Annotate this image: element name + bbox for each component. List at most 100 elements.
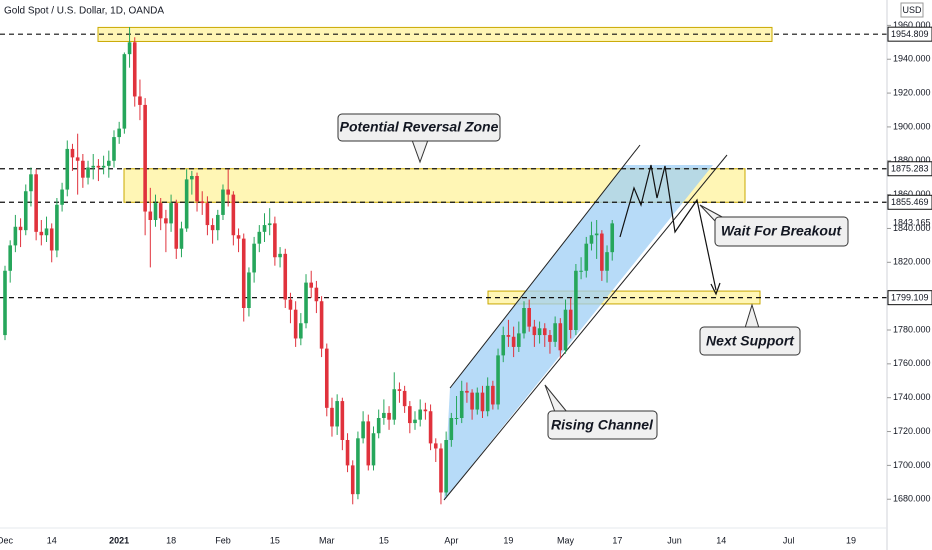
candle-body bbox=[205, 203, 210, 226]
annotation: Rising Channel bbox=[551, 417, 654, 433]
x-tick-label: Jul bbox=[783, 535, 795, 545]
x-tick-label: 2021 bbox=[109, 535, 129, 545]
callout-pointer bbox=[411, 139, 429, 164]
price-tag-label: 1875.283 bbox=[891, 164, 929, 174]
currency-box bbox=[900, 2, 924, 18]
price-tag bbox=[887, 290, 932, 306]
callout-pointer bbox=[544, 384, 568, 413]
candle-body bbox=[257, 231, 262, 244]
candle-body bbox=[200, 201, 205, 204]
candle-body bbox=[138, 96, 142, 105]
y-tick-label: 1700.000 bbox=[893, 460, 931, 470]
axes: 1680.000 1700.000 1720.000 1740.000 1760.000… bbox=[0, 20, 932, 545]
y-tick-label: 1940.000 bbox=[893, 54, 931, 64]
candle-body bbox=[517, 333, 521, 347]
candle-body bbox=[127, 42, 132, 55]
candle-body bbox=[594, 233, 599, 236]
candle-body bbox=[418, 409, 422, 420]
candle-body bbox=[81, 160, 85, 178]
candle-body bbox=[413, 419, 417, 424]
candle-body bbox=[195, 176, 199, 202]
candle-body bbox=[278, 253, 282, 258]
x-tick-label: Jun bbox=[667, 535, 682, 545]
candle-body bbox=[454, 418, 459, 419]
candle-body bbox=[158, 203, 163, 219]
callout: Rising Channel bbox=[544, 384, 658, 440]
callout: Potential Reversal Zone bbox=[337, 113, 501, 164]
candle-body bbox=[55, 204, 59, 251]
candle-body bbox=[356, 438, 360, 495]
candle-body bbox=[117, 128, 121, 138]
callout: Wait For Breakout bbox=[699, 204, 849, 247]
candle-body bbox=[605, 252, 609, 271]
annotation: Potential Reversal Zone bbox=[340, 119, 499, 135]
candle-body bbox=[273, 223, 277, 258]
x-tick-label: 14 bbox=[716, 535, 726, 545]
candle-body bbox=[60, 189, 64, 205]
candle-body bbox=[387, 412, 391, 420]
y-tick-label: 1740.000 bbox=[893, 392, 931, 402]
price-tag-label: 1799.109 bbox=[891, 293, 929, 303]
candle-body bbox=[402, 390, 407, 407]
y-tick-label: 1820.000 bbox=[893, 257, 931, 267]
x-tick-label: 19 bbox=[846, 535, 856, 545]
candle-body bbox=[579, 270, 583, 272]
candle-body bbox=[23, 191, 28, 231]
candle-body bbox=[215, 214, 220, 231]
candle-body bbox=[439, 448, 443, 493]
candle-body bbox=[231, 194, 236, 236]
candle-body bbox=[288, 299, 293, 310]
x-tick-label: Dec bbox=[0, 535, 13, 545]
price-tag bbox=[887, 194, 932, 210]
candle-body bbox=[143, 104, 147, 212]
channel-upper-line bbox=[449, 144, 641, 389]
y-tick-label: 1860.000 bbox=[893, 189, 931, 199]
currency: USD bbox=[902, 5, 922, 15]
candle-body bbox=[122, 54, 127, 129]
candle-body bbox=[397, 389, 402, 391]
y-tick-label: 1880.000 bbox=[893, 155, 931, 165]
candle-body bbox=[247, 272, 251, 308]
annotation: Wait For Breakout bbox=[721, 223, 843, 239]
candle-body bbox=[241, 238, 246, 308]
x-tick-label: 15 bbox=[379, 535, 389, 545]
candle-body bbox=[480, 392, 485, 412]
candle-body bbox=[465, 390, 469, 393]
candle-body bbox=[101, 165, 106, 168]
y-tick-label: 1900.000 bbox=[893, 121, 931, 131]
candle-body bbox=[65, 148, 70, 190]
y-tick-label: 1760.000 bbox=[893, 358, 931, 368]
candle-body bbox=[164, 218, 168, 224]
candle-body bbox=[485, 385, 490, 412]
price-tag bbox=[887, 161, 932, 177]
y-tick-label: 1780.000 bbox=[893, 324, 931, 334]
candle-body bbox=[210, 225, 215, 231]
candle-body bbox=[589, 235, 594, 244]
candle-body bbox=[112, 137, 116, 161]
candle-body bbox=[542, 328, 547, 336]
y-tick-label: 1920.000 bbox=[893, 87, 931, 97]
y-tick-label: 1680.000 bbox=[893, 494, 931, 504]
candle-body bbox=[293, 309, 298, 339]
candle-body bbox=[449, 418, 454, 440]
candle-body bbox=[563, 309, 568, 351]
candle-body bbox=[184, 179, 189, 229]
annotation: Next Support bbox=[706, 333, 795, 349]
candle-body bbox=[610, 223, 615, 253]
levels bbox=[0, 33, 887, 299]
callout-pointer bbox=[744, 303, 760, 329]
candle-body bbox=[221, 189, 225, 215]
candle-body bbox=[132, 42, 137, 97]
candle-body bbox=[252, 243, 256, 273]
candle-body bbox=[366, 421, 371, 466]
candle-body bbox=[527, 308, 531, 327]
x-tick-label: May bbox=[557, 535, 575, 545]
candle-body bbox=[506, 335, 511, 337]
x-tick-label: 18 bbox=[166, 535, 176, 545]
candle-body bbox=[107, 160, 111, 166]
candle-body bbox=[3, 270, 7, 336]
candle-body bbox=[29, 174, 33, 192]
candle-body bbox=[475, 392, 480, 410]
candle-body bbox=[428, 411, 433, 444]
